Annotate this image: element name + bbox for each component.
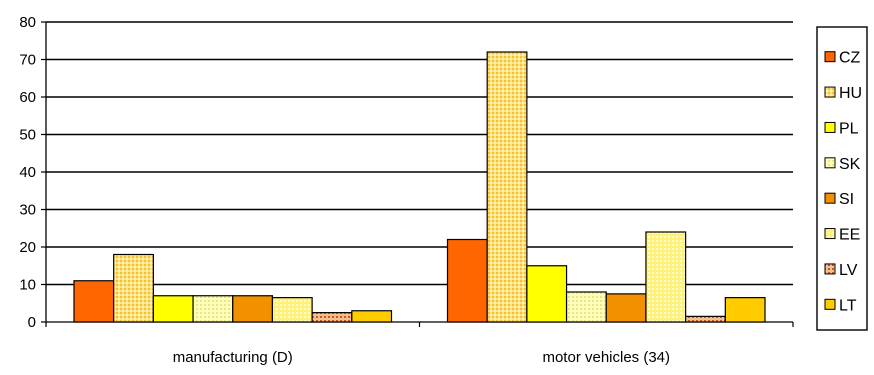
- y-tick-label: 0: [28, 314, 36, 331]
- bar-hu-1: [486, 51, 528, 323]
- legend-box: [816, 26, 868, 331]
- legend-swatch-hu: [824, 86, 836, 98]
- bar-pl-1: [526, 265, 568, 323]
- bar-si-1: [605, 293, 647, 323]
- legend-label-lt: LT: [839, 297, 857, 314]
- y-tick-label: 80: [19, 14, 36, 31]
- legend-swatch-cz: [824, 51, 836, 63]
- y-tick-label: 50: [19, 127, 36, 144]
- axis-labels: 0 10 20 30 40 50 60 70 80 manufacturing (D) motor …: [19, 14, 670, 366]
- legend-label-si: SI: [839, 191, 854, 208]
- legend: CZ HU PL SK SI EE LV LT: [816, 26, 868, 331]
- bar-lt-1: [724, 297, 766, 323]
- legend-label-cz: CZ: [839, 50, 861, 67]
- legend-swatch-si: [824, 192, 836, 204]
- bar-lt-0: [351, 310, 393, 323]
- y-tick-label: 10: [19, 277, 36, 294]
- legend-label-sk: SK: [839, 156, 861, 173]
- x-category-label: motor vehicles (34): [542, 349, 670, 366]
- y-tick-label: 60: [19, 89, 36, 106]
- bar-hu-0: [113, 253, 154, 323]
- legend-swatch-lt: [824, 298, 836, 310]
- bar-lv-0: [311, 312, 353, 323]
- legend-label-hu: HU: [839, 85, 862, 102]
- legend-swatch-pl: [824, 121, 836, 133]
- y-tick-label: 30: [19, 202, 36, 219]
- bar-ee-1: [645, 231, 687, 323]
- bar-cz-0: [73, 280, 115, 323]
- bar-ee-0: [271, 297, 313, 323]
- bar-pl-0: [152, 295, 194, 323]
- legend-label-lv: LV: [839, 262, 858, 279]
- bar-lv-1: [685, 315, 726, 323]
- gridlines: [46, 21, 793, 286]
- legend-label-pl: PL: [839, 120, 859, 137]
- legend-swatch-sk: [824, 157, 836, 169]
- legend-swatch-ee: [824, 228, 836, 240]
- legend-swatch-lv: [824, 263, 836, 275]
- bars: [73, 51, 766, 323]
- legend-label-ee: EE: [839, 227, 860, 244]
- bar-sk-0: [192, 295, 234, 323]
- y-tick-label: 70: [19, 52, 36, 69]
- y-tick-label: 40: [19, 164, 36, 181]
- x-category-label: manufacturing (D): [173, 349, 293, 366]
- y-tick-label: 20: [19, 239, 36, 256]
- bar-cz-1: [446, 238, 488, 323]
- bar-si-0: [232, 295, 274, 323]
- bar-sk-1: [565, 291, 607, 323]
